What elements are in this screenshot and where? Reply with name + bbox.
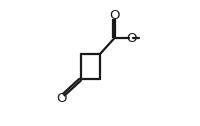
Text: O: O <box>126 32 136 45</box>
Text: O: O <box>109 9 119 22</box>
Text: O: O <box>56 92 66 105</box>
